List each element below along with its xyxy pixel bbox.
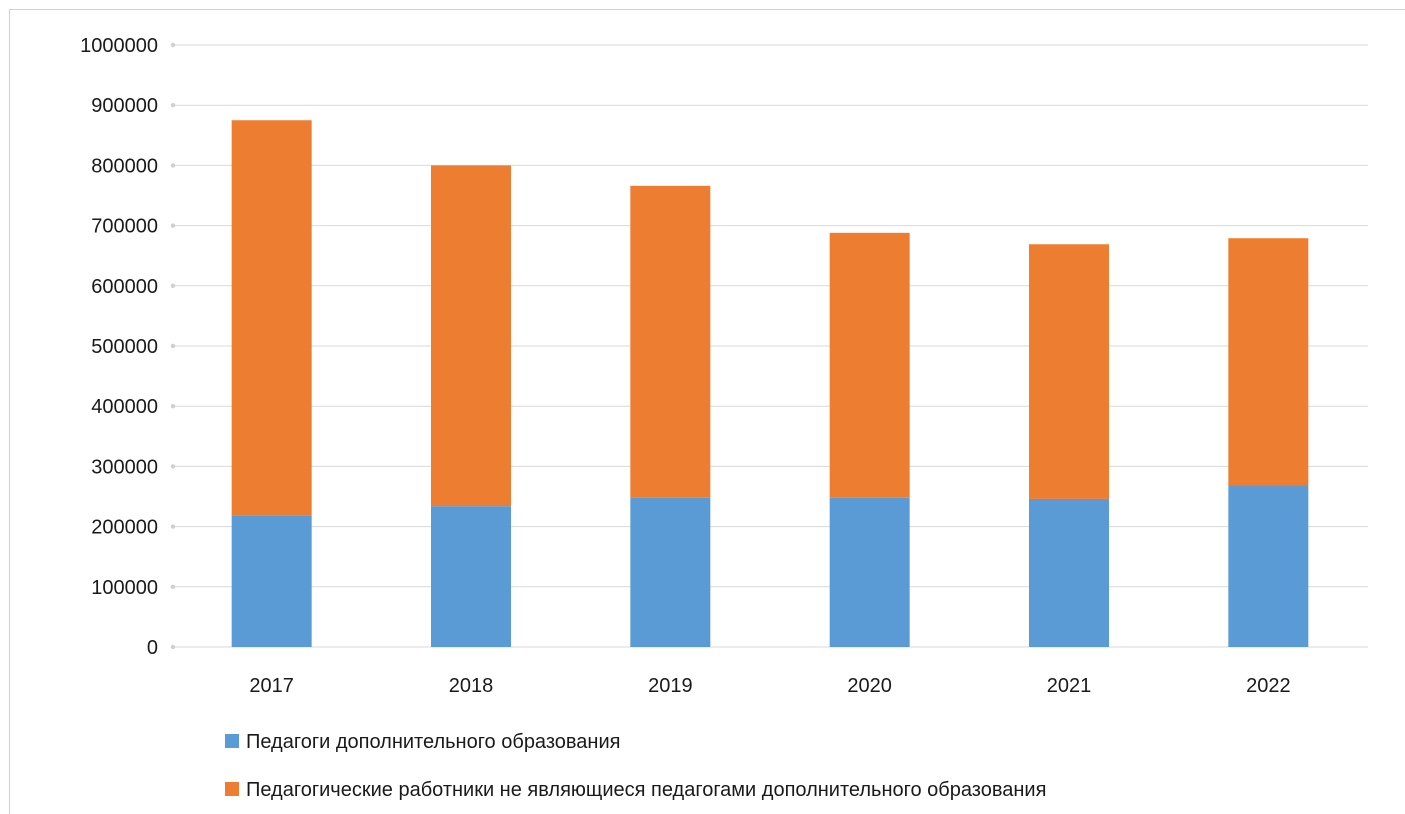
y-tick-label: 800000 bbox=[91, 155, 158, 177]
legend-label: Педагоги дополнительного образования bbox=[246, 731, 620, 753]
y-tick-label: 500000 bbox=[91, 336, 158, 358]
y-tick-label: 400000 bbox=[91, 396, 158, 418]
bar-series-1-2017 bbox=[231, 515, 312, 647]
legend: Педагоги дополнительного образования Педа… bbox=[225, 731, 1046, 801]
y-tick-marker bbox=[170, 524, 176, 529]
y-tick-label: 700000 bbox=[91, 216, 158, 238]
bar-series-2-2019 bbox=[630, 185, 711, 498]
bar-series-2-2017 bbox=[231, 120, 312, 516]
legend-swatch bbox=[225, 734, 239, 748]
bars bbox=[231, 120, 1309, 647]
y-tick-label: 0 bbox=[147, 637, 158, 659]
y-tick-marker bbox=[170, 464, 176, 469]
y-tick-marker bbox=[170, 283, 176, 288]
x-tick-label: 2022 bbox=[1246, 675, 1291, 697]
y-tick-label: 600000 bbox=[91, 276, 158, 298]
bar-series-1-2022 bbox=[1228, 485, 1309, 647]
y-axis: 0 100000 200000 300000 400000 500000 600000 700… bbox=[80, 35, 176, 659]
bar-series-1-2019 bbox=[630, 497, 711, 647]
x-tick-label: 2021 bbox=[1047, 675, 1092, 697]
x-tick-label: 2019 bbox=[648, 675, 693, 697]
bar-series-1-2020 bbox=[829, 497, 910, 647]
bar-series-2-2022 bbox=[1228, 238, 1309, 486]
y-tick-label: 100000 bbox=[91, 577, 158, 599]
y-tick-label: 1000000 bbox=[80, 35, 158, 57]
y-tick-marker bbox=[170, 103, 176, 108]
bar-series-2-2021 bbox=[1029, 244, 1109, 499]
x-tick-label: 2017 bbox=[249, 675, 294, 697]
x-tick-label: 2018 bbox=[449, 675, 494, 697]
y-tick-marker bbox=[170, 42, 176, 48]
y-tick-marker bbox=[170, 343, 176, 349]
y-tick-marker bbox=[170, 223, 176, 228]
x-axis: 2017 2018 2019 2020 2021 2022 bbox=[249, 675, 1290, 697]
y-tick-marker bbox=[170, 644, 176, 650]
y-tick-marker bbox=[170, 404, 176, 409]
y-tick-marker bbox=[170, 163, 176, 168]
legend-swatch bbox=[225, 782, 239, 796]
legend-label: Педагогические работники не являющиеся п… bbox=[246, 779, 1046, 801]
bar-series-2-2018 bbox=[431, 165, 511, 507]
gridlines bbox=[172, 44, 1368, 648]
bar-series-2-2020 bbox=[829, 232, 910, 498]
chart-frame bbox=[9, 9, 1405, 814]
bar-series-1-2018 bbox=[431, 506, 511, 647]
y-tick-marker bbox=[170, 584, 176, 589]
y-tick-label: 300000 bbox=[91, 456, 158, 478]
x-tick-label: 2020 bbox=[847, 675, 892, 697]
y-tick-label: 900000 bbox=[91, 95, 158, 117]
y-tick-label: 200000 bbox=[91, 517, 158, 539]
bar-series-1-2021 bbox=[1029, 498, 1109, 647]
